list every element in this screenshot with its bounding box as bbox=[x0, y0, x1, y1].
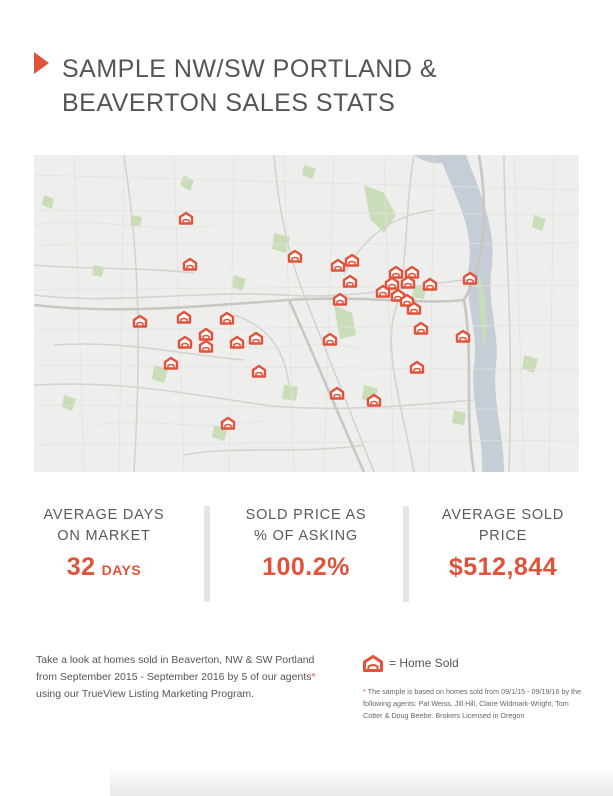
footnote: * The sample is based on homes sold from… bbox=[363, 686, 588, 722]
home-sold-marker[interactable] bbox=[287, 249, 303, 263]
river-north bbox=[414, 155, 466, 164]
stat-label: AVERAGE SOLD PRICE bbox=[441, 507, 565, 544]
home-sold-marker[interactable] bbox=[366, 393, 382, 407]
stat-label: AVERAGE DAYS ON MARKET bbox=[43, 507, 165, 544]
home-sold-marker[interactable] bbox=[251, 364, 267, 378]
blurb-text: Take a look at homes sold in Beaverton, … bbox=[36, 654, 315, 683]
home-sold-marker[interactable] bbox=[220, 416, 236, 430]
home-sold-marker[interactable] bbox=[176, 310, 192, 324]
minor-streets bbox=[34, 155, 579, 472]
home-sold-marker[interactable] bbox=[229, 335, 245, 349]
home-sold-marker[interactable] bbox=[178, 211, 194, 225]
home-sold-marker[interactable] bbox=[413, 321, 429, 335]
sales-map[interactable] bbox=[34, 155, 579, 472]
stat-divider bbox=[403, 506, 409, 602]
stats-row: AVERAGE DAYS ON MARKET 32 DAYS SOLD PRICE… bbox=[0, 505, 613, 605]
bottom-shadow bbox=[110, 768, 613, 796]
home-sold-marker[interactable] bbox=[404, 265, 420, 279]
river-island bbox=[478, 275, 487, 350]
stat-label: SOLD PRICE AS % OF ASKING bbox=[245, 507, 367, 544]
title-arrow-icon bbox=[34, 52, 49, 74]
home-sold-marker[interactable] bbox=[182, 257, 198, 271]
page-title: SAMPLE NW/SW PORTLAND & BEAVERTON SALES … bbox=[62, 52, 582, 120]
major-roads bbox=[34, 155, 512, 472]
stat-unit: DAYS bbox=[101, 562, 142, 578]
stat-sold-price-ratio: SOLD PRICE AS % OF ASKING 100.2% bbox=[216, 505, 396, 582]
footnote-asterisk: * bbox=[363, 687, 366, 696]
home-sold-marker[interactable] bbox=[344, 253, 360, 267]
home-sold-marker[interactable] bbox=[375, 284, 391, 298]
stat-divider bbox=[204, 506, 210, 602]
page-title-line-1: SAMPLE NW/SW PORTLAND & bbox=[62, 55, 437, 83]
home-sold-marker[interactable] bbox=[422, 277, 438, 291]
home-sold-marker[interactable] bbox=[330, 258, 346, 272]
river bbox=[439, 155, 504, 472]
home-sold-marker[interactable] bbox=[219, 311, 235, 325]
map-legend: = Home Sold bbox=[363, 654, 459, 672]
blurb-text-end: using our TrueView Listing Marketing Pro… bbox=[36, 688, 255, 700]
stat-average-days: AVERAGE DAYS ON MARKET 32 DAYS bbox=[14, 505, 194, 582]
stat-number: 32 bbox=[66, 553, 96, 581]
home-sold-marker[interactable] bbox=[198, 339, 214, 353]
home-sold-marker[interactable] bbox=[384, 276, 400, 290]
stat-value: $512,844 bbox=[448, 553, 558, 581]
home-sold-marker[interactable] bbox=[400, 275, 416, 289]
home-sold-marker[interactable] bbox=[248, 331, 264, 345]
home-sold-marker[interactable] bbox=[329, 386, 345, 400]
stat-value: 100.2% bbox=[262, 553, 350, 581]
map-canvas bbox=[34, 155, 579, 472]
home-sold-marker[interactable] bbox=[177, 335, 193, 349]
home-sold-marker[interactable] bbox=[462, 271, 478, 285]
home-sold-marker[interactable] bbox=[406, 301, 422, 315]
home-sold-icon bbox=[363, 654, 383, 672]
home-sold-marker[interactable] bbox=[132, 314, 148, 328]
stat-value: 32 DAYS bbox=[14, 553, 194, 582]
page-title-line-2: BEAVERTON SALES STATS bbox=[62, 89, 396, 117]
blurb-asterisk: * bbox=[311, 671, 316, 683]
home-sold-marker[interactable] bbox=[455, 329, 471, 343]
home-sold-marker[interactable] bbox=[322, 332, 338, 346]
home-sold-marker[interactable] bbox=[332, 292, 348, 306]
intro-blurb: Take a look at homes sold in Beaverton, … bbox=[36, 652, 326, 703]
legend-label: = Home Sold bbox=[389, 656, 459, 670]
footnote-text: The sample is based on homes sold from 0… bbox=[363, 687, 582, 720]
home-sold-marker[interactable] bbox=[198, 327, 214, 341]
home-sold-marker[interactable] bbox=[409, 360, 425, 374]
home-sold-markers bbox=[132, 211, 478, 430]
home-sold-marker[interactable] bbox=[342, 274, 358, 288]
stat-average-sold-price: AVERAGE SOLD PRICE $512,844 bbox=[413, 505, 593, 582]
home-sold-marker[interactable] bbox=[388, 265, 404, 279]
home-sold-marker[interactable] bbox=[163, 356, 179, 370]
